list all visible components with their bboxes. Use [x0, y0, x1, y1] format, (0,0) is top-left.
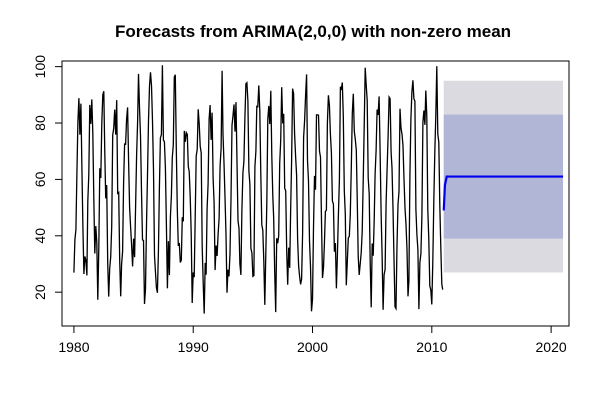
forecast-mean-line	[442, 175, 564, 211]
historical-series-line	[73, 65, 444, 314]
y-tick-label: 20	[32, 284, 48, 300]
x-axis: 1980 1990 2000 2010 2020	[58, 325, 567, 355]
y-axis: 20 40 60 80 100	[32, 55, 63, 300]
plot-area	[73, 65, 564, 314]
y-tick-label: 100	[32, 55, 48, 79]
y-tick-label: 40	[32, 228, 48, 244]
plot-frame	[61, 60, 570, 327]
chart-title: Forecasts from ARIMA(2,0,0) with non-zer…	[115, 22, 511, 41]
y-tick-label: 60	[32, 171, 48, 187]
x-tick-label: 2000	[297, 339, 328, 355]
x-tick-label: 1990	[178, 339, 209, 355]
x-tick-label: 2010	[416, 339, 447, 355]
y-tick-label: 80	[32, 115, 48, 131]
x-tick-label: 2020	[536, 339, 567, 355]
x-tick-label: 1980	[58, 339, 89, 355]
